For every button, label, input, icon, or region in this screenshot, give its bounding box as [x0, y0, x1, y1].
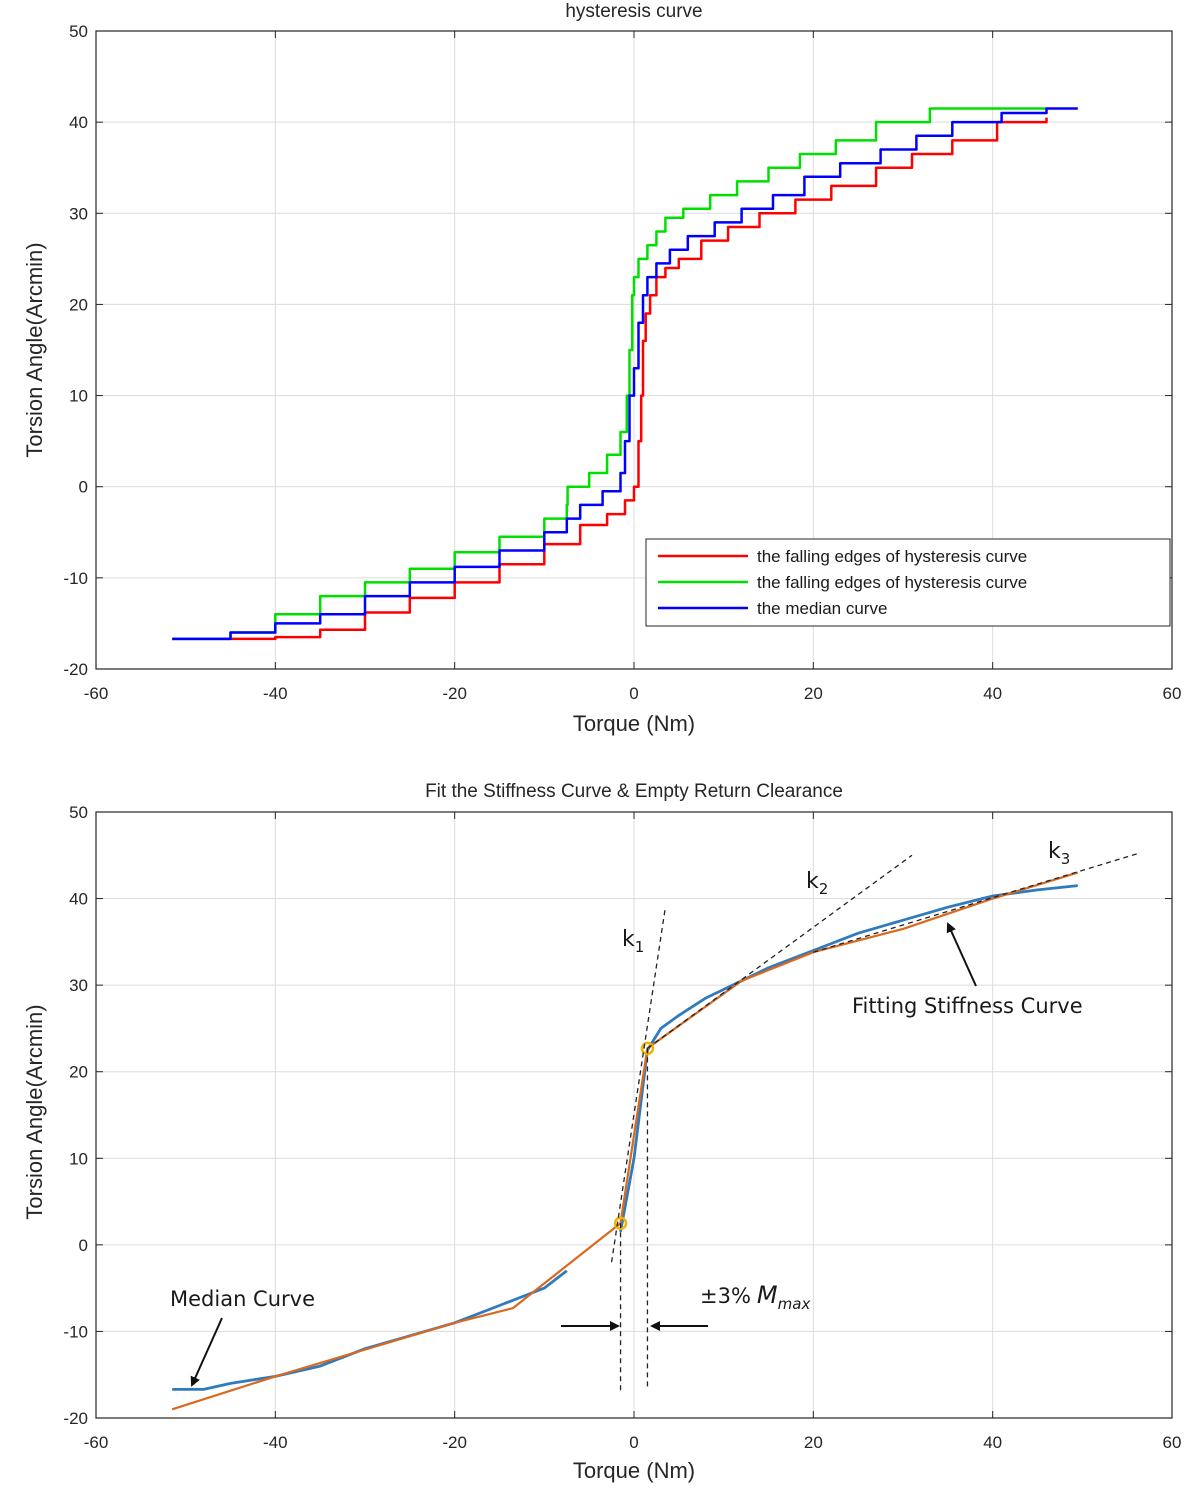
median-curve-label: Median Curve: [170, 1287, 315, 1311]
x-tick-label: -20: [442, 1433, 467, 1452]
clearance-label: ±3% Mmax: [700, 1281, 810, 1313]
tangent-line-k3: [813, 852, 1141, 953]
x-tick-label: 40: [983, 1433, 1002, 1452]
series-falling-edge-green: [172, 107, 1047, 641]
x-tick-label: 0: [629, 684, 638, 703]
k3-label: k3: [1048, 839, 1070, 868]
x-tick-label: 60: [1163, 1433, 1182, 1452]
chart2-ticks: -60 -40 -20 0 20 40 60 -20 -10 0 10 20 30 40 50: [63, 803, 1181, 1452]
breakpoint-marker: [613, 1216, 628, 1230]
y-tick-label: 50: [69, 803, 88, 822]
x-tick-label: 60: [1163, 684, 1182, 703]
series-fitting-stiffness-curve: [171, 871, 1079, 1411]
chart1-ticks: -60 -40 -20 0 20 40 60 -20 -10 0 10 20 30 40 50: [63, 22, 1181, 703]
x-tick-label: 20: [804, 684, 823, 703]
x-tick-label: -40: [263, 1433, 288, 1452]
x-tick-label: 20: [804, 1433, 823, 1452]
x-tick-label: 40: [983, 684, 1002, 703]
legend-label-green: the falling edges of hysteresis curve: [757, 573, 1027, 592]
y-tick-label: 20: [69, 1063, 88, 1082]
tangent-line-k1: [610, 907, 667, 1263]
y-tick-label: 20: [69, 295, 88, 314]
y-tick-label: -20: [63, 660, 88, 679]
breakpoint-marker: [640, 1041, 655, 1056]
k1-label: k1: [622, 927, 644, 956]
chart1-legend: the falling edges of hysteresis curve th…: [645, 538, 1171, 627]
y-tick-label: 40: [69, 113, 88, 132]
chart1-grid: [96, 31, 1172, 669]
series-median-curve-upper: [619, 884, 1078, 1233]
y-tick-label: 30: [69, 204, 88, 223]
y-tick-label: 10: [69, 387, 88, 406]
x-tick-label: -60: [84, 684, 109, 703]
chart2-x-axis-label: Torque (Nm): [573, 1458, 695, 1483]
chart1-title: hysteresis curve: [565, 1, 702, 22]
x-tick-label: -20: [442, 684, 467, 703]
chart1-y-axis-label: Torsion Angle(Arcmin): [22, 242, 47, 457]
y-tick-label: 0: [79, 478, 88, 497]
y-tick-label: -20: [63, 1409, 88, 1428]
tangent-line-k2: [647, 854, 913, 1049]
legend-label-red: the falling edges of hysteresis curve: [757, 547, 1027, 566]
series-falling-edge-red: [172, 117, 1048, 641]
k2-label: k2: [806, 869, 828, 898]
fitting-curve-arrow: [946, 922, 977, 987]
stiffness-fit-chart: -60 -40 -20 0 20 40 60 -20 -10 0 10 20 30 40 50 Fit th…: [22, 781, 1181, 1483]
x-tick-label: 0: [629, 1433, 638, 1452]
chart2-grid: [96, 812, 1172, 1418]
series-median-blue: [172, 107, 1078, 641]
x-tick-label: -40: [263, 684, 288, 703]
y-tick-label: 10: [69, 1149, 88, 1168]
chart2-title: Fit the Stiffness Curve & Empty Return C…: [425, 781, 843, 802]
hysteresis-chart: -60 -40 -20 0 20 40 60 -20 -10 0 10 20 30 40 50 hyster…: [22, 1, 1181, 736]
chart2-series: [171, 871, 1079, 1411]
chart1-x-axis-label: Torque (Nm): [573, 711, 695, 736]
x-tick-label: -60: [84, 1433, 109, 1452]
y-tick-label: 30: [69, 976, 88, 995]
y-tick-label: -10: [63, 569, 88, 588]
chart2-annotations: [610, 852, 1141, 1391]
chart1-series: [172, 107, 1078, 641]
chart2-y-axis-label: Torsion Angle(Arcmin): [22, 1004, 47, 1219]
median-curve-arrow: [190, 1317, 223, 1387]
y-tick-label: 0: [79, 1236, 88, 1255]
y-tick-label: 50: [69, 22, 88, 41]
legend-label-blue: the median curve: [757, 599, 887, 618]
fitting-curve-label: Fitting Stiffness Curve: [852, 994, 1083, 1018]
y-tick-label: 40: [69, 890, 88, 909]
y-tick-label: -10: [63, 1322, 88, 1341]
